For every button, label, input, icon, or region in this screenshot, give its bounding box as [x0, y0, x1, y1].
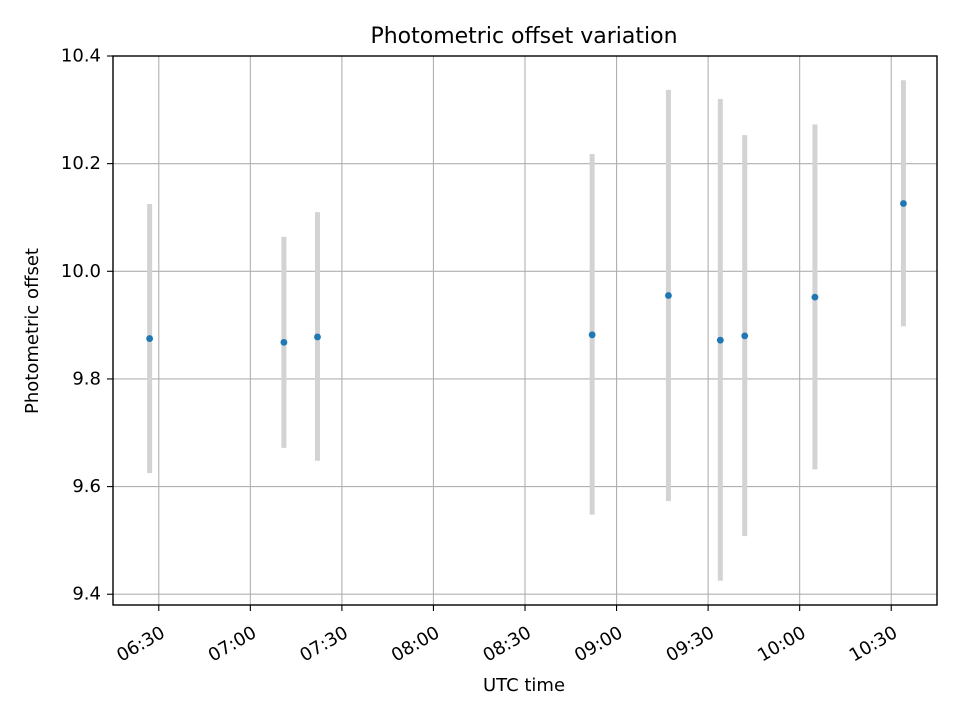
data-point — [741, 332, 749, 340]
data-point — [314, 333, 321, 341]
x-tick-label: 07:00 — [205, 622, 260, 666]
data-points — [146, 200, 907, 346]
x-tick-label: 08:00 — [388, 622, 443, 666]
y-axis-label: Photometric offset — [22, 248, 43, 414]
x-tick-label: 10:00 — [754, 622, 809, 666]
y-axis-ticks: 9.4 9.6 9.8 10.0 10.2 10.4 — [61, 46, 113, 605]
x-tick-label: 07:30 — [296, 622, 351, 666]
x-tick-label: 06:30 — [113, 622, 168, 666]
x-axis-label: UTC time — [483, 675, 565, 696]
data-point — [665, 292, 672, 299]
x-tick-label: 09:30 — [663, 622, 718, 666]
grid — [113, 55, 937, 605]
x-tick-label: 09:00 — [571, 622, 626, 666]
data-point — [146, 335, 154, 342]
y-tick-label: 10.0 — [61, 261, 101, 282]
y-tick-label: 9.4 — [72, 584, 101, 605]
data-point — [280, 338, 288, 346]
x-tick-label: 08:30 — [479, 622, 534, 666]
data-point — [811, 293, 819, 301]
y-tick-label: 9.6 — [72, 476, 101, 497]
y-tick-label: 10.4 — [61, 46, 101, 67]
error-bars — [147, 80, 906, 581]
y-tick-label: 10.2 — [61, 153, 101, 174]
data-point — [900, 200, 907, 207]
y-tick-label: 9.8 — [72, 368, 101, 389]
data-point — [716, 336, 724, 344]
x-axis-ticks: 06:30 07:00 07:30 08:00 08:30 09:00 09:30 10:00… — [113, 605, 901, 666]
chart-title: Photometric offset variation — [370, 24, 677, 49]
data-point — [588, 331, 596, 339]
x-tick-label: 10:30 — [846, 622, 901, 666]
